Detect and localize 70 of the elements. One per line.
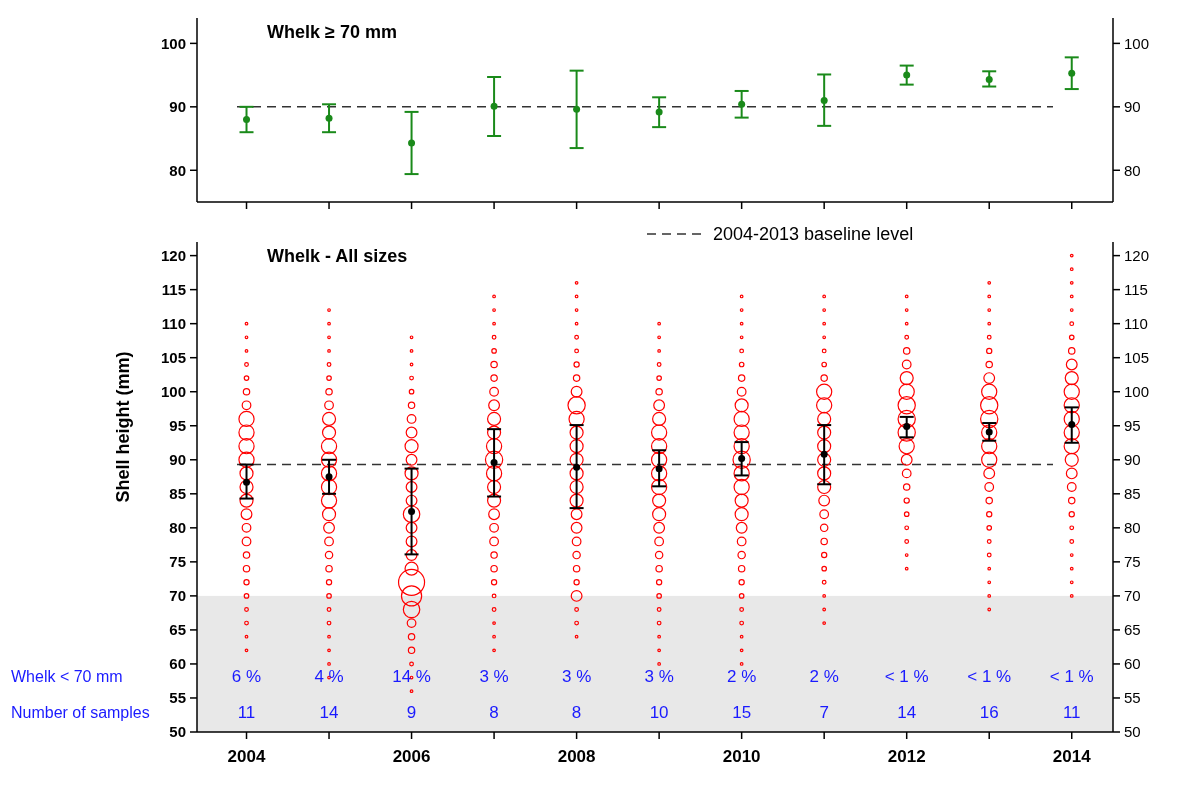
text: Whelk < 70 mm [11, 667, 123, 685]
annotation: < 1 % [1049, 666, 1094, 686]
y2-tick-label: 90 [1124, 451, 1141, 469]
y-tick-label: 75 [169, 553, 186, 571]
annotation: 9 [406, 702, 417, 722]
legend-label: 2004-2013 baseline level [713, 224, 914, 245]
y-tick-label: 80 [169, 519, 186, 537]
y2-tick-label: 80 [1124, 519, 1141, 537]
y-tick-label: 90 [169, 98, 186, 116]
y-tick-label: 65 [169, 621, 186, 639]
annotation: 14 % [392, 666, 431, 686]
y2-tick-label: 50 [1124, 723, 1141, 741]
annotation: 3 % [644, 666, 674, 686]
y-tick-label: 100 [160, 34, 186, 52]
annotation: 7 [819, 702, 829, 722]
annotation: 4 % [314, 666, 344, 686]
y-tick-label: 95 [169, 417, 186, 434]
x-tick-label: 2006 [392, 747, 431, 766]
y2-tick-label: 85 [1124, 485, 1141, 503]
y-axis-title: Shell height (mm) [113, 351, 133, 503]
y-tick-label: 100 [160, 382, 186, 400]
annotation: 14 [897, 702, 917, 722]
annotation: 11 [237, 702, 256, 722]
y2-tick-label: 100 [1124, 382, 1150, 400]
y-tick-label: 70 [169, 587, 186, 605]
y2-tick-label: 90 [1124, 98, 1141, 116]
annotation: 14 [319, 702, 339, 722]
y2-tick-label: 105 [1124, 348, 1150, 366]
y-tick-label: 110 [161, 314, 186, 332]
y2-tick-label: 100 [1124, 34, 1150, 52]
y2-tick-label: 120 [1124, 246, 1150, 264]
annotation: 6 % [231, 666, 262, 686]
annotation: 2 % [809, 666, 839, 686]
y-tick-label: 105 [160, 348, 186, 366]
annotation: 11 [1062, 702, 1081, 722]
annotation: < 1 % [884, 666, 929, 686]
y2-tick-label: 55 [1124, 689, 1141, 707]
x-tick-label: 2004 [227, 747, 266, 766]
y2-tick-label: 115 [1124, 280, 1148, 298]
y-tick-label: 60 [169, 655, 186, 673]
x-tick-label: 2012 [887, 747, 926, 766]
annotation: 8 [489, 702, 499, 722]
annotation: 3 % [561, 666, 592, 686]
y-tick-label: 50 [169, 723, 186, 741]
annotation: 15 [732, 702, 752, 722]
annotation: < 1 % [967, 666, 1012, 686]
y2-tick-label: 110 [1124, 314, 1148, 332]
y-tick-label: 120 [160, 246, 186, 264]
annotation: 16 [979, 702, 999, 722]
y2-tick-label: 65 [1124, 621, 1141, 639]
x-tick-label: 2010 [722, 747, 761, 766]
annotation: 8 [571, 702, 582, 722]
chart-title: Whelk - All sizes [267, 246, 408, 266]
y2-tick-label: 95 [1124, 417, 1141, 434]
chart-title: Whelk ≥ 70 mm [267, 22, 397, 42]
y-tick-label: 90 [169, 451, 186, 469]
y2-tick-label: 75 [1124, 553, 1141, 571]
y-tick-label: 55 [169, 689, 186, 707]
annotation: 2 % [727, 666, 757, 686]
y-tick-label: 85 [169, 485, 186, 503]
text: Number of samples [11, 703, 150, 721]
annotation: 3 % [479, 666, 509, 686]
x-tick-label: 2014 [1052, 747, 1092, 766]
y2-tick-label: 80 [1124, 161, 1141, 179]
annotation: 10 [649, 702, 669, 722]
y-tick-label: 115 [161, 280, 186, 298]
y2-tick-label: 70 [1124, 587, 1141, 605]
y-tick-label: 80 [169, 161, 186, 179]
x-tick-label: 2008 [557, 747, 596, 766]
y2-tick-label: 60 [1124, 655, 1141, 673]
